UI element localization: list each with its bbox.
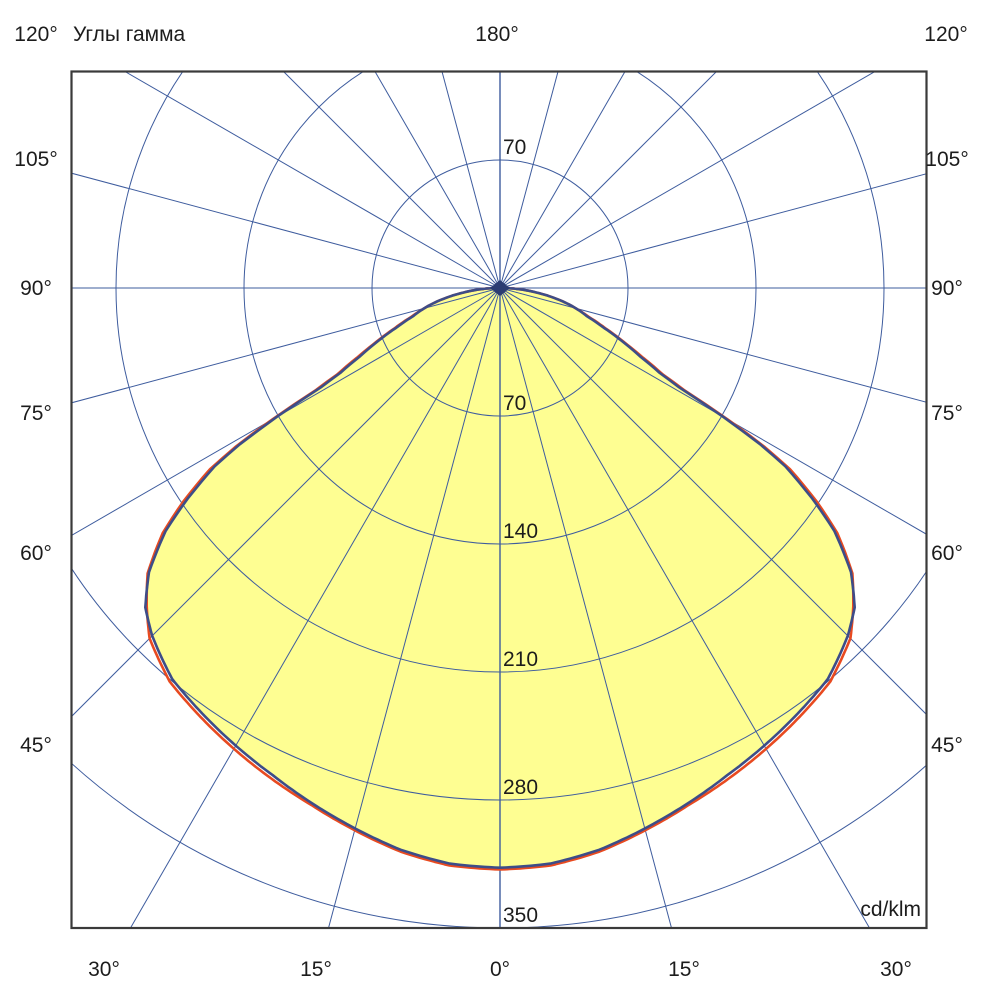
- angle-label-bottom-30r: 30°: [880, 958, 912, 981]
- angle-label-left-105: 105°: [14, 148, 57, 171]
- ring-tick-labels: 70 70 140 210 280 350: [503, 136, 538, 927]
- angle-label-left-45: 45°: [20, 734, 52, 757]
- angle-label-right-105: 105°: [925, 148, 968, 171]
- grid-radial-line: [71, 172, 501, 289]
- intensity-curve-blue: [144, 286, 856, 869]
- ring-tick-label: 280: [503, 776, 538, 799]
- grid-radial-line: [499, 287, 927, 716]
- angle-label-right-75: 75°: [931, 402, 963, 425]
- chart-title: Углы гамма: [73, 23, 186, 46]
- angle-label-bottom-30l: 30°: [88, 958, 120, 981]
- grid-radial-line: [124, 71, 501, 289]
- grid-radial-line: [499, 71, 626, 289]
- unit-label: cd/klm: [860, 898, 921, 921]
- ring-tick-label: 70: [503, 136, 526, 159]
- angle-label-right-90: 90°: [931, 277, 963, 300]
- grid-radial-line: [441, 71, 501, 289]
- ring-tick-label: 210: [503, 648, 538, 671]
- grid-radial-line: [71, 287, 501, 536]
- grid-radial-line: [71, 287, 501, 404]
- angle-label-bottom-15r: 15°: [668, 958, 700, 981]
- grid-radial-line: [129, 287, 501, 928]
- angle-label-left-75: 75°: [20, 402, 52, 425]
- angle-label-bottom-15l: 15°: [300, 958, 332, 981]
- axis-labels: 120° Углы гамма 180° 120° 105° 90° 75° 6…: [14, 23, 968, 981]
- angle-label-top-right: 120°: [924, 23, 967, 46]
- angle-label-top-center: 180°: [475, 23, 518, 46]
- grid-radial-line: [499, 287, 673, 928]
- angle-label-right-45: 45°: [931, 734, 963, 757]
- grid-radial-line: [499, 71, 718, 289]
- ring-tick-label: 70: [503, 392, 526, 415]
- ring-tick-label: 140: [503, 520, 538, 543]
- grid-radial-line: [499, 287, 927, 535]
- angle-label-top-left: 120°: [14, 23, 57, 46]
- grid-radial-line: [499, 287, 927, 403]
- ring-tick-label: 350: [503, 904, 538, 927]
- pole-marker-icon: [490, 280, 510, 296]
- grid-radial-line: [327, 287, 501, 928]
- grid-radial-line: [71, 287, 501, 718]
- grid-radial-line: [499, 71, 559, 289]
- angle-label-left-60: 60°: [20, 542, 52, 565]
- grid-radial-line: [499, 287, 871, 928]
- angle-label-left-90: 90°: [20, 277, 52, 300]
- grid-radial-line: [282, 71, 501, 289]
- grid-radial-line: [374, 71, 501, 289]
- angle-label-bottom-0: 0°: [490, 958, 510, 981]
- plot-border: [70, 70, 928, 930]
- angle-label-right-60: 60°: [931, 542, 963, 565]
- grid-radial-line: [499, 173, 927, 289]
- grid-radial-line: [499, 71, 876, 289]
